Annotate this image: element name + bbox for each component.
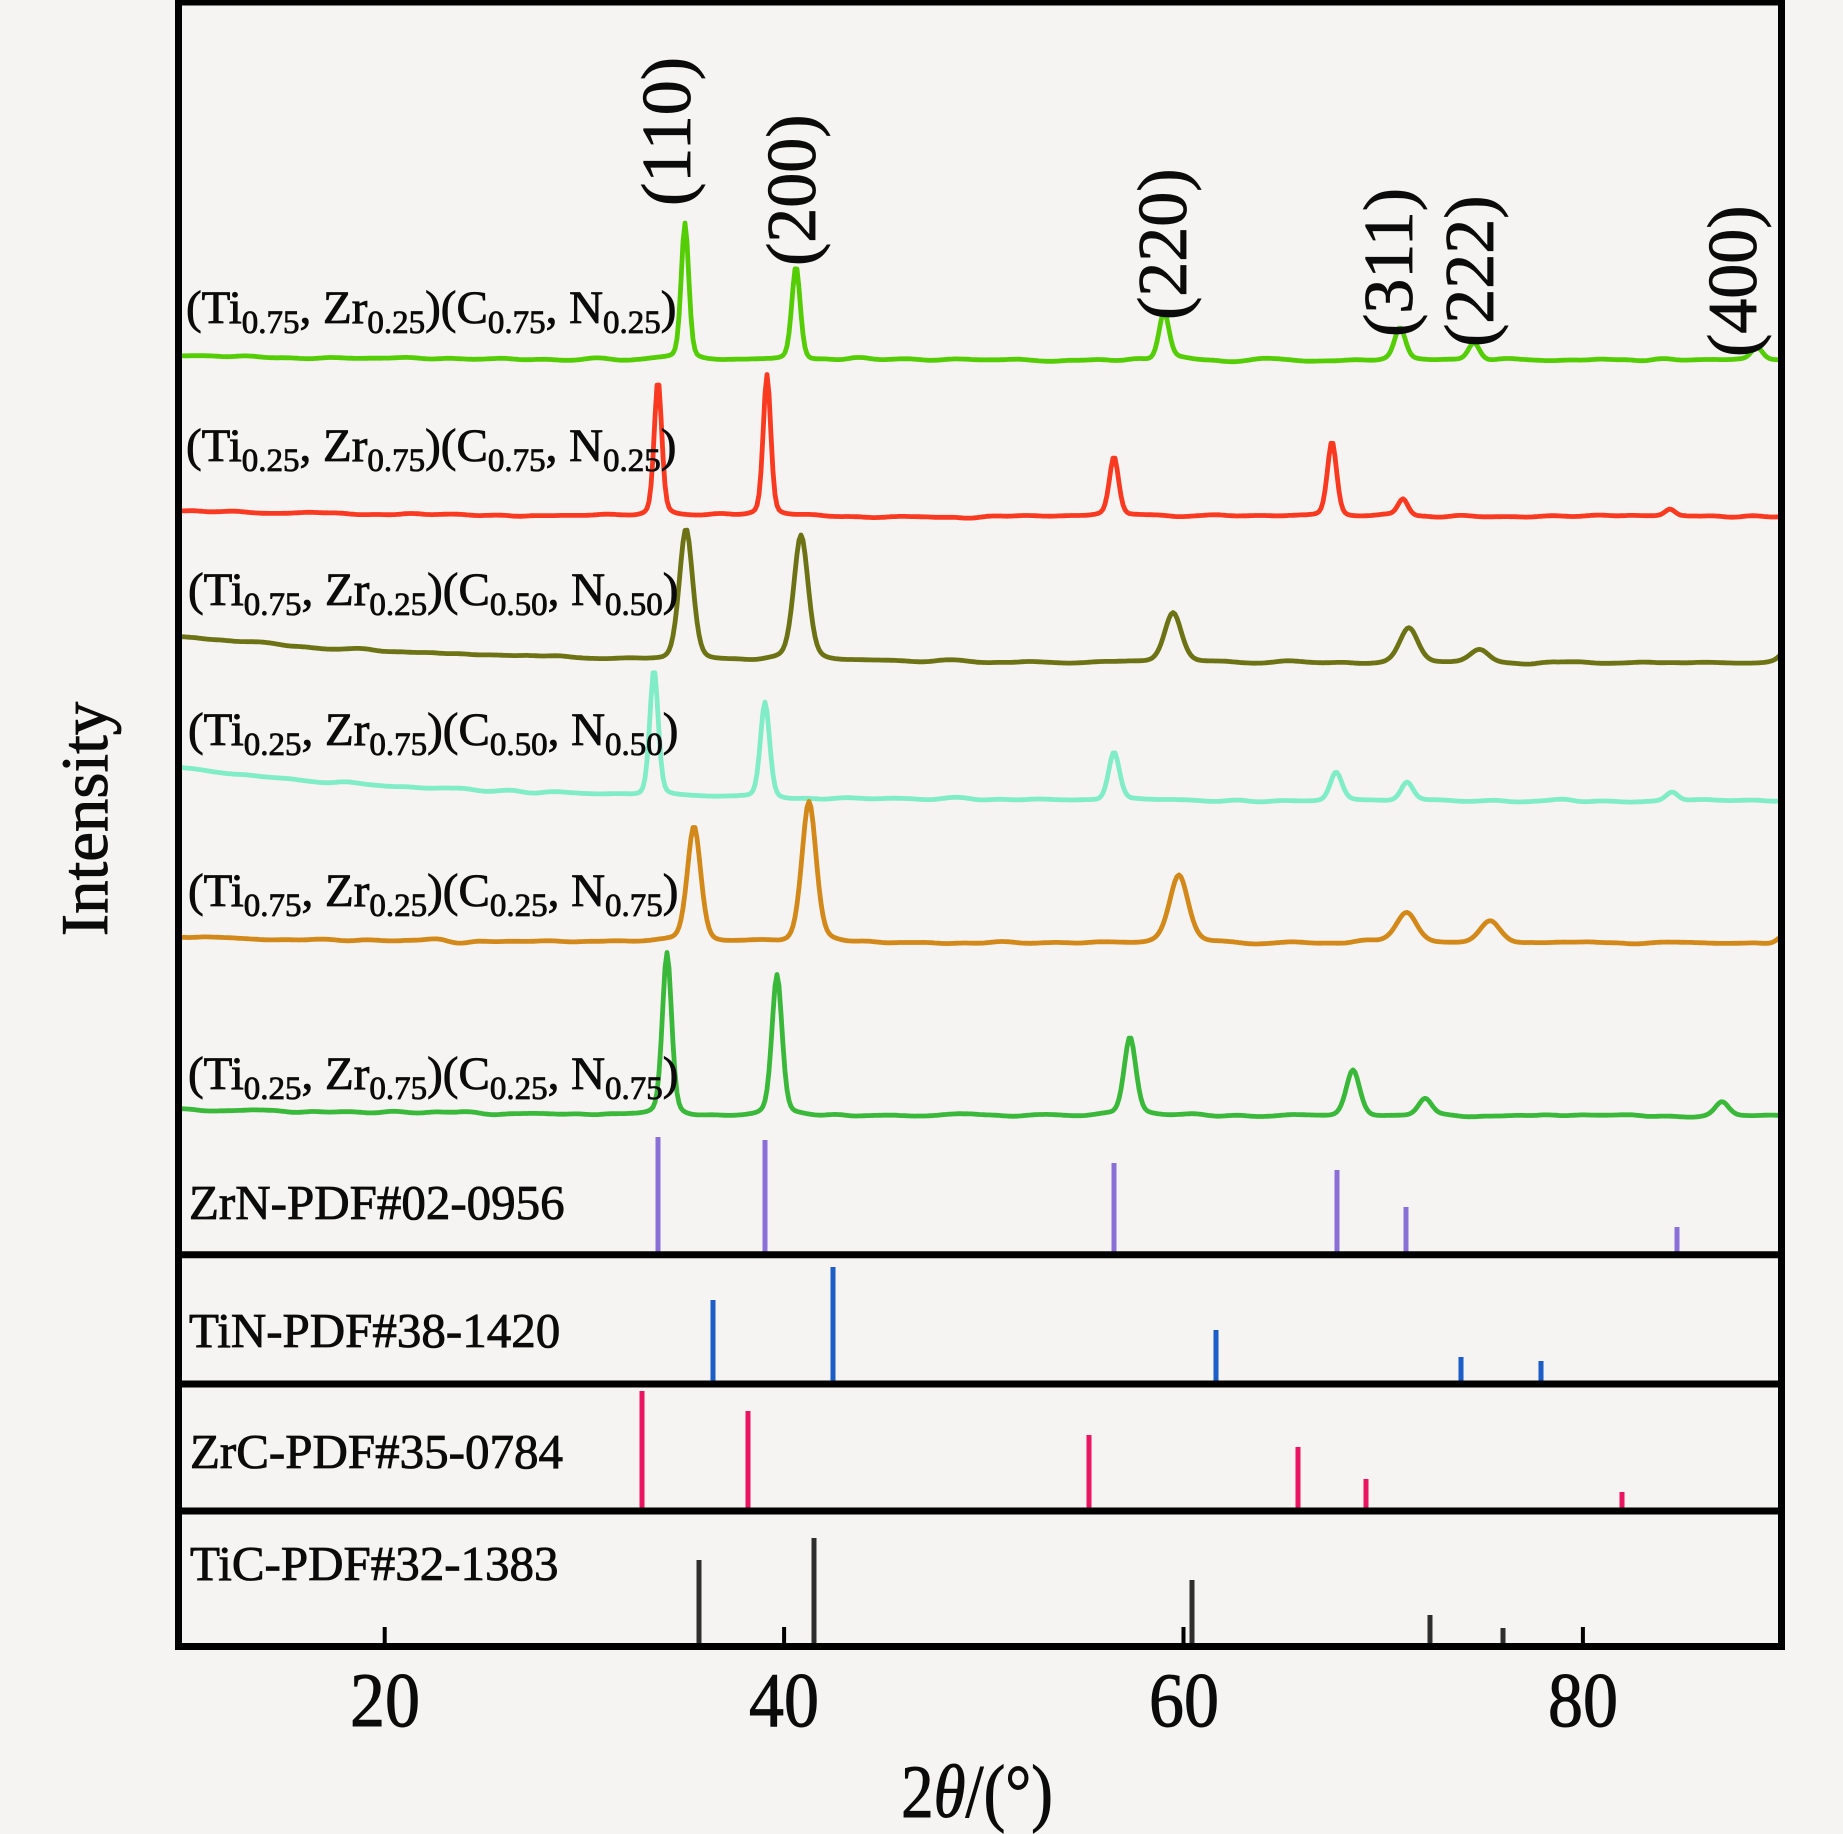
svg-text:40: 40 [749,1657,819,1743]
svg-text:(Ti0.25, Zr0.75)(C0.75, N0.25): (Ti0.25, Zr0.75)(C0.75, N0.25) [186,420,676,479]
svg-text:ZrC-PDF#35-0784: ZrC-PDF#35-0784 [190,1424,563,1479]
svg-text:(110): (110) [629,57,706,206]
svg-text:(Ti0.75, Zr0.25)(C0.50, N0.50): (Ti0.75, Zr0.25)(C0.50, N0.50) [188,564,678,623]
svg-text:(Ti0.75, Zr0.25)(C0.25, N0.75): (Ti0.75, Zr0.25)(C0.25, N0.75) [188,865,678,924]
svg-text:(220): (220) [1125,168,1202,320]
svg-text:TiN-PDF#38-1420: TiN-PDF#38-1420 [189,1303,560,1358]
svg-text:Intensity: Intensity [48,701,122,936]
svg-text:(311): (311) [1351,188,1428,337]
svg-text:(200): (200) [754,114,831,266]
svg-text:60: 60 [1149,1657,1219,1743]
svg-text:80: 80 [1548,1657,1618,1743]
svg-text:20: 20 [350,1657,420,1743]
svg-text:(222): (222) [1432,195,1509,347]
svg-text:(400): (400) [1695,205,1772,357]
svg-text:2θ/(°): 2θ/(°) [901,1752,1053,1834]
svg-text:TiC-PDF#32-1383: TiC-PDF#32-1383 [190,1536,559,1591]
svg-text:ZrN-PDF#02-0956: ZrN-PDF#02-0956 [189,1175,565,1230]
